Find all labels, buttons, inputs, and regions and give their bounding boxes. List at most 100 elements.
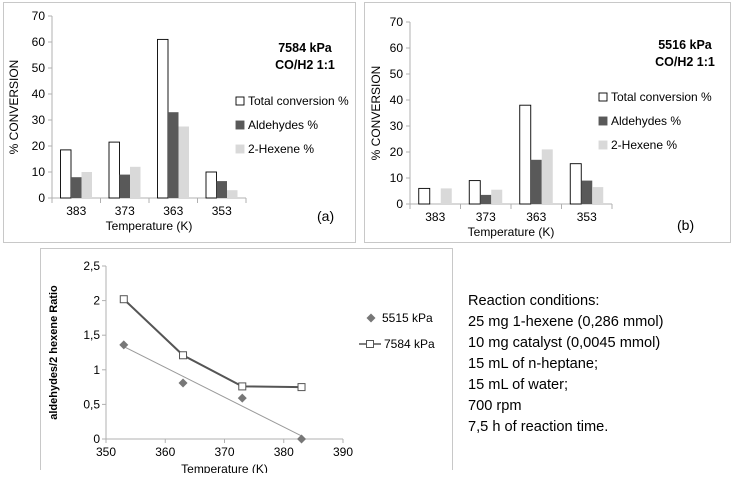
panel-label: (a) <box>317 208 334 224</box>
x-tick-label: 383 <box>66 204 86 218</box>
reaction-condition-line: 7,5 h of reaction time. <box>468 419 609 435</box>
y-tick-label: 10 <box>390 171 404 185</box>
y-tick-label: 20 <box>390 145 404 159</box>
y-tick-label: 40 <box>390 93 404 107</box>
bar-chart-b: 0 10 20 30 40 50 60 70 383 373 363 353 Temperature (… <box>369 15 715 239</box>
y-tick-label: 0 <box>38 191 45 205</box>
y-tick-label: 30 <box>32 113 46 127</box>
bar-total-conversion- <box>157 38 169 199</box>
scatter-chart-ratio: 0 0,5 1 1,5 2 2,5 350 360 370 380 390 Temperature (… <box>48 259 435 476</box>
y-tick-label: 2,5 <box>83 259 100 273</box>
data-point-5515 <box>178 378 188 388</box>
data-point-7584 <box>179 351 188 360</box>
bar-2-hexene- <box>592 187 604 204</box>
legend-swatch <box>235 144 245 154</box>
reaction-conditions: Reaction conditions: 25 mg 1-hexene (0,2… <box>468 291 664 438</box>
bar-total-conversion- <box>519 104 532 205</box>
y-tick-label: 40 <box>32 87 46 101</box>
legend-swatch <box>235 120 245 130</box>
bar-2-hexene- <box>130 166 141 198</box>
x-tick-label: 383 <box>425 210 445 224</box>
legend-label: Aldehydes % <box>248 118 318 132</box>
y-tick-label: 60 <box>32 35 46 49</box>
chart-subtitle: CO/H2 1:1 <box>655 55 715 69</box>
reaction-condition-line: 15 mL of n-heptane; <box>468 356 599 372</box>
chart-panel-c: 0 0,5 1 1,5 2 2,5 350 360 370 380 390 Temperature (… <box>40 248 453 476</box>
bar-2-hexene- <box>178 126 189 198</box>
y-tick-label: 20 <box>32 139 46 153</box>
legend-label: 2-Hexene % <box>611 138 677 152</box>
data-point-5515 <box>119 340 129 350</box>
trendline-5515 <box>123 346 302 437</box>
y-tick-label: 50 <box>32 61 46 75</box>
legend-marker-7584 <box>366 340 374 348</box>
bar-total-conversion- <box>569 163 582 205</box>
y-tick-label: 1,5 <box>83 328 100 342</box>
chart-title: 5516 kPa <box>658 38 713 52</box>
reaction-condition-line: 15 mL of water; <box>468 377 569 393</box>
bar-aldehydes- <box>71 177 82 198</box>
x-tick-label: 373 <box>115 204 135 218</box>
y-axis-title: aldehydes/2 hexene Ratio <box>48 285 60 420</box>
x-tick-label: 350 <box>96 445 116 459</box>
bar-total-conversion- <box>205 171 217 199</box>
x-axis-title: Temperature (K) <box>106 219 193 233</box>
chart-panel-b: 0 10 20 30 40 50 60 70 383 373 363 353 Temperature (… <box>364 2 731 243</box>
chart-subtitle: CO/H2 1:1 <box>275 58 335 72</box>
y-tick-label: 0 <box>93 432 100 446</box>
y-tick-label: 70 <box>390 15 404 29</box>
data-point-7584 <box>238 382 247 391</box>
bar-2-hexene- <box>491 189 503 204</box>
x-tick-label: 363 <box>163 204 183 218</box>
legend-marker-5515 <box>366 313 376 323</box>
bar-aldehydes- <box>530 159 542 204</box>
bar-aldehydes- <box>216 181 227 198</box>
bar-total-conversion- <box>468 180 481 205</box>
x-tick-label: 353 <box>212 204 232 218</box>
bar-2-hexene- <box>440 188 452 204</box>
y-tick-label: 0 <box>396 197 403 211</box>
legend-label: 7584 kPa <box>384 337 435 351</box>
chart-panel-a: 0 10 20 30 40 50 60 70 383 373 363 353 Temperature (… <box>3 2 356 243</box>
legend-label: Aldehydes % <box>611 114 681 128</box>
legend-swatch <box>598 140 608 150</box>
legend-swatch <box>598 92 608 102</box>
legend-label: 5515 kPa <box>382 311 433 325</box>
bar-aldehydes- <box>119 174 130 198</box>
bar-2-hexene- <box>81 172 92 198</box>
legend-label: Total conversion % <box>611 90 712 104</box>
y-tick-label: 0,5 <box>83 397 100 411</box>
panel-label: (b) <box>677 217 694 233</box>
y-tick-label: 70 <box>32 9 46 23</box>
y-tick-label: 1 <box>93 363 100 377</box>
data-point-7584 <box>297 383 306 392</box>
x-axis-title: Temperature (K) <box>181 462 268 473</box>
x-tick-label: 353 <box>577 210 597 224</box>
data-point-7584 <box>119 295 128 304</box>
x-axis-title: Temperature (K) <box>468 225 555 239</box>
reaction-condition-line: 700 rpm <box>468 398 522 414</box>
x-tick-label: 390 <box>333 445 353 459</box>
reaction-condition-line: 25 mg 1-hexene (0,286 mmol) <box>468 314 664 330</box>
bar-total-conversion- <box>108 141 120 199</box>
data-point-5515 <box>237 393 247 403</box>
bar-aldehydes- <box>581 180 593 204</box>
bar-total-conversion- <box>418 187 431 205</box>
bar-2-hexene- <box>541 149 553 204</box>
reaction-conditions-heading: Reaction conditions: <box>468 293 600 309</box>
legend-label: Total conversion % <box>248 94 349 108</box>
bar-chart-a: 0 10 20 30 40 50 60 70 383 373 363 353 Temperature (… <box>7 9 349 233</box>
y-tick-label: 50 <box>390 67 404 81</box>
bar-total-conversion- <box>60 149 72 199</box>
legend-swatch <box>598 116 608 126</box>
bar-aldehydes- <box>480 194 492 204</box>
chart-title: 7584 kPa <box>278 41 333 55</box>
y-axis-title: % CONVERSION <box>7 60 21 155</box>
y-tick-label: 10 <box>32 165 46 179</box>
legend-label: 2-Hexene % <box>248 142 314 156</box>
x-tick-label: 373 <box>476 210 496 224</box>
legend-swatch <box>235 96 245 106</box>
y-tick-label: 30 <box>390 119 404 133</box>
data-point-5515 <box>297 434 307 444</box>
y-tick-label: 2 <box>93 294 100 308</box>
